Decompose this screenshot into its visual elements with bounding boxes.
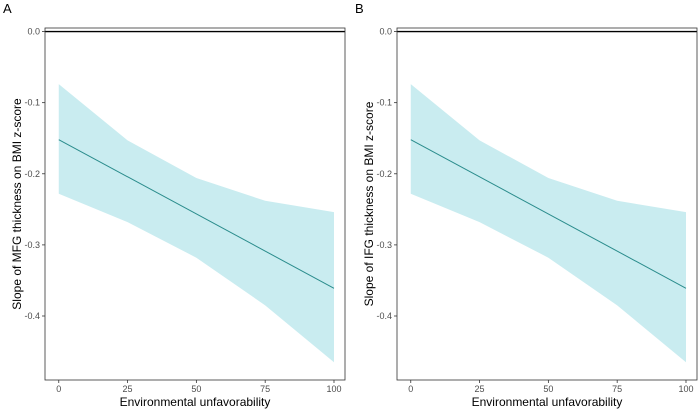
y-tick-label: -0.2 [24, 169, 40, 179]
y-tick-label: -0.3 [24, 240, 40, 250]
y-tick-label: -0.2 [376, 169, 392, 179]
y-tick-label: -0.1 [376, 98, 392, 108]
x-axis-title: Environmental unfavorability [472, 395, 623, 409]
y-tick-label: -0.3 [376, 240, 392, 250]
x-tick-label: 75 [612, 384, 622, 394]
confidence-band [58, 84, 334, 363]
x-tick-label: 25 [475, 384, 485, 394]
panel-border [396, 27, 698, 381]
fitted-line [58, 139, 335, 289]
panel-b: B Slope of IFG thickness on BMI z-score … [355, 1, 698, 409]
panel-label: B [355, 1, 364, 16]
y-axis-title: Slope of IFG thickness on BMI z-score [362, 101, 376, 306]
x-tick-label: 50 [543, 384, 553, 394]
x-tick-label: 25 [123, 384, 133, 394]
panel-label: A [3, 1, 12, 16]
y-axis-title: Slope of MFG thickness on BMI z-score [10, 98, 24, 310]
y-tick-label: -0.4 [376, 311, 392, 321]
x-tick-label: 100 [678, 384, 693, 394]
y-tick-label: -0.4 [24, 311, 40, 321]
confidence-band [410, 84, 686, 363]
x-tick-label: 50 [191, 384, 201, 394]
x-axis-title: Environmental unfavorability [120, 395, 271, 409]
x-tick-label: 0 [408, 384, 413, 394]
x-tick-label: 75 [260, 384, 270, 394]
y-tick-label: 0.0 [379, 27, 392, 37]
panel-a: A Slope of MFG thickness on BMI z-score … [3, 1, 346, 409]
x-tick-label: 0 [56, 384, 61, 394]
y-tick-label: -0.1 [24, 98, 40, 108]
fitted-line [410, 139, 687, 289]
panel-border [44, 27, 346, 381]
x-tick-label: 100 [326, 384, 341, 394]
y-tick-label: 0.0 [27, 27, 40, 37]
